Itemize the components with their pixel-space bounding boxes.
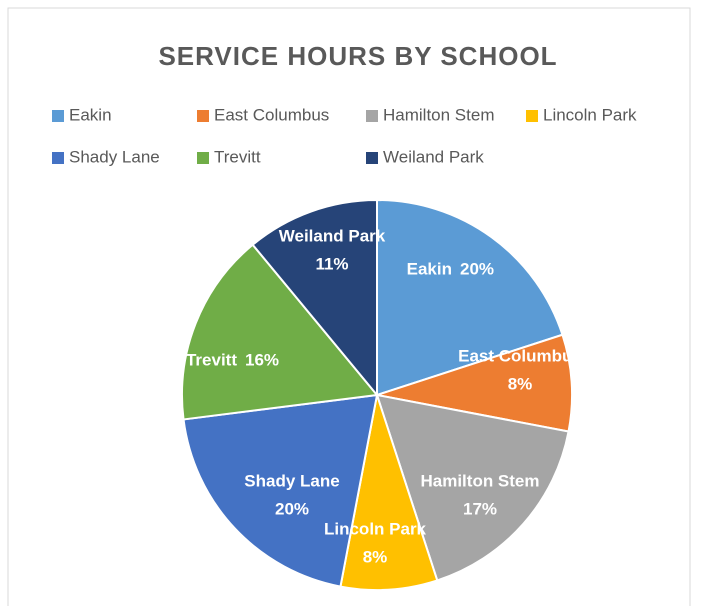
- legend-swatch: [197, 152, 209, 164]
- legend-swatch: [197, 110, 209, 122]
- legend-swatch: [52, 110, 64, 122]
- pie-slice: [376, 333, 573, 433]
- data-label-name: Hamilton Stem: [420, 471, 539, 490]
- pie-slice: [376, 198, 564, 397]
- data-label-value: 20%: [275, 499, 309, 518]
- legend-swatch: [366, 110, 378, 122]
- data-label-value: 11%: [315, 254, 348, 273]
- legend-label: Shady Lane: [69, 147, 160, 166]
- legend-label: Hamilton Stem: [383, 105, 494, 124]
- legend-label: Lincoln Park: [543, 105, 637, 124]
- data-label-value: 16%: [245, 350, 279, 369]
- data-label-value: 20%: [460, 259, 494, 278]
- pie-slice: [251, 198, 378, 398]
- data-label-value: 17%: [463, 499, 497, 518]
- chart-title: SERVICE HOURS BY SCHOOL: [158, 41, 557, 71]
- data-label-value: 8%: [508, 374, 533, 393]
- data-label-name: Shady Lane: [244, 471, 339, 490]
- data-label-name: Trevitt: [186, 350, 237, 369]
- legend-swatch: [366, 152, 378, 164]
- legend-label: Weiland Park: [383, 147, 484, 166]
- pie-slice: [182, 393, 379, 588]
- legend-label: Eakin: [69, 105, 112, 124]
- legend-swatch: [526, 110, 538, 122]
- legend-label: Trevitt: [214, 147, 261, 166]
- data-label-name: Lincoln Park: [324, 519, 427, 538]
- pie-slice: [375, 393, 570, 582]
- data-label-name: East Columbus: [458, 346, 582, 365]
- pie-slice: [181, 243, 379, 421]
- data-label-value: 8%: [363, 547, 388, 566]
- legend-swatch: [52, 152, 64, 164]
- pie-slice: [339, 394, 439, 591]
- data-label-name: Weiland Park: [279, 226, 386, 245]
- data-label-name: Eakin: [407, 259, 452, 278]
- legend-label: East Columbus: [214, 105, 329, 124]
